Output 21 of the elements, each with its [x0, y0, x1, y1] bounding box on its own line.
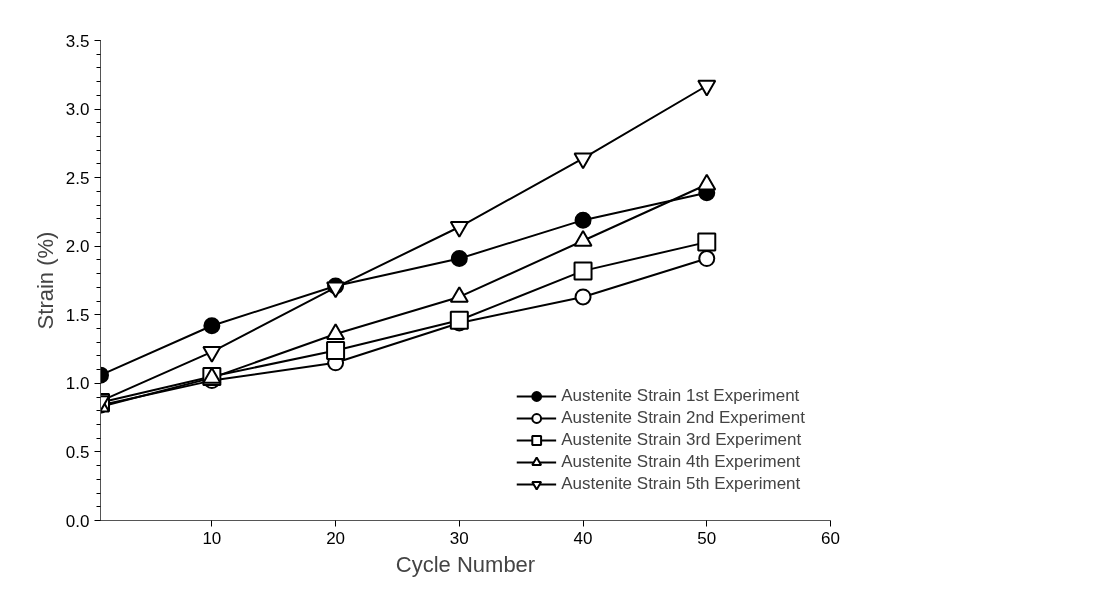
- legend-label: Austenite Strain 2nd Experiment: [561, 407, 805, 429]
- legend-label: Austenite Strain 4th Experiment: [561, 451, 801, 473]
- y-tick-label: 1.5: [65, 305, 90, 325]
- y-tick-label: 2.5: [65, 168, 90, 188]
- x-tick-label: 10: [202, 528, 222, 548]
- legend-label: Austenite Strain 1st Experiment: [561, 385, 800, 407]
- x-tick-label: 30: [449, 528, 469, 548]
- y-tick-label: 2.0: [65, 237, 90, 257]
- y-tick-label: 0.5: [65, 442, 90, 462]
- y-tick-label: 3.5: [65, 31, 90, 51]
- y-tick-label: 1.0: [65, 374, 90, 394]
- y-tick-label: 3.0: [65, 100, 90, 120]
- x-tick-label: 60: [821, 528, 840, 548]
- x-tick-label: 20: [326, 528, 346, 548]
- x-tick-label: 50: [697, 528, 717, 548]
- y-axis-title: Strain (%): [32, 231, 58, 330]
- legend-label: Austenite Strain 3rd Experiment: [561, 429, 802, 451]
- y-tick-label: 0.0: [65, 511, 90, 531]
- x-axis-title: Cycle Number: [395, 551, 536, 577]
- x-tick-label: 40: [573, 528, 593, 548]
- legend-label: Austenite Strain 5th Experiment: [561, 473, 801, 495]
